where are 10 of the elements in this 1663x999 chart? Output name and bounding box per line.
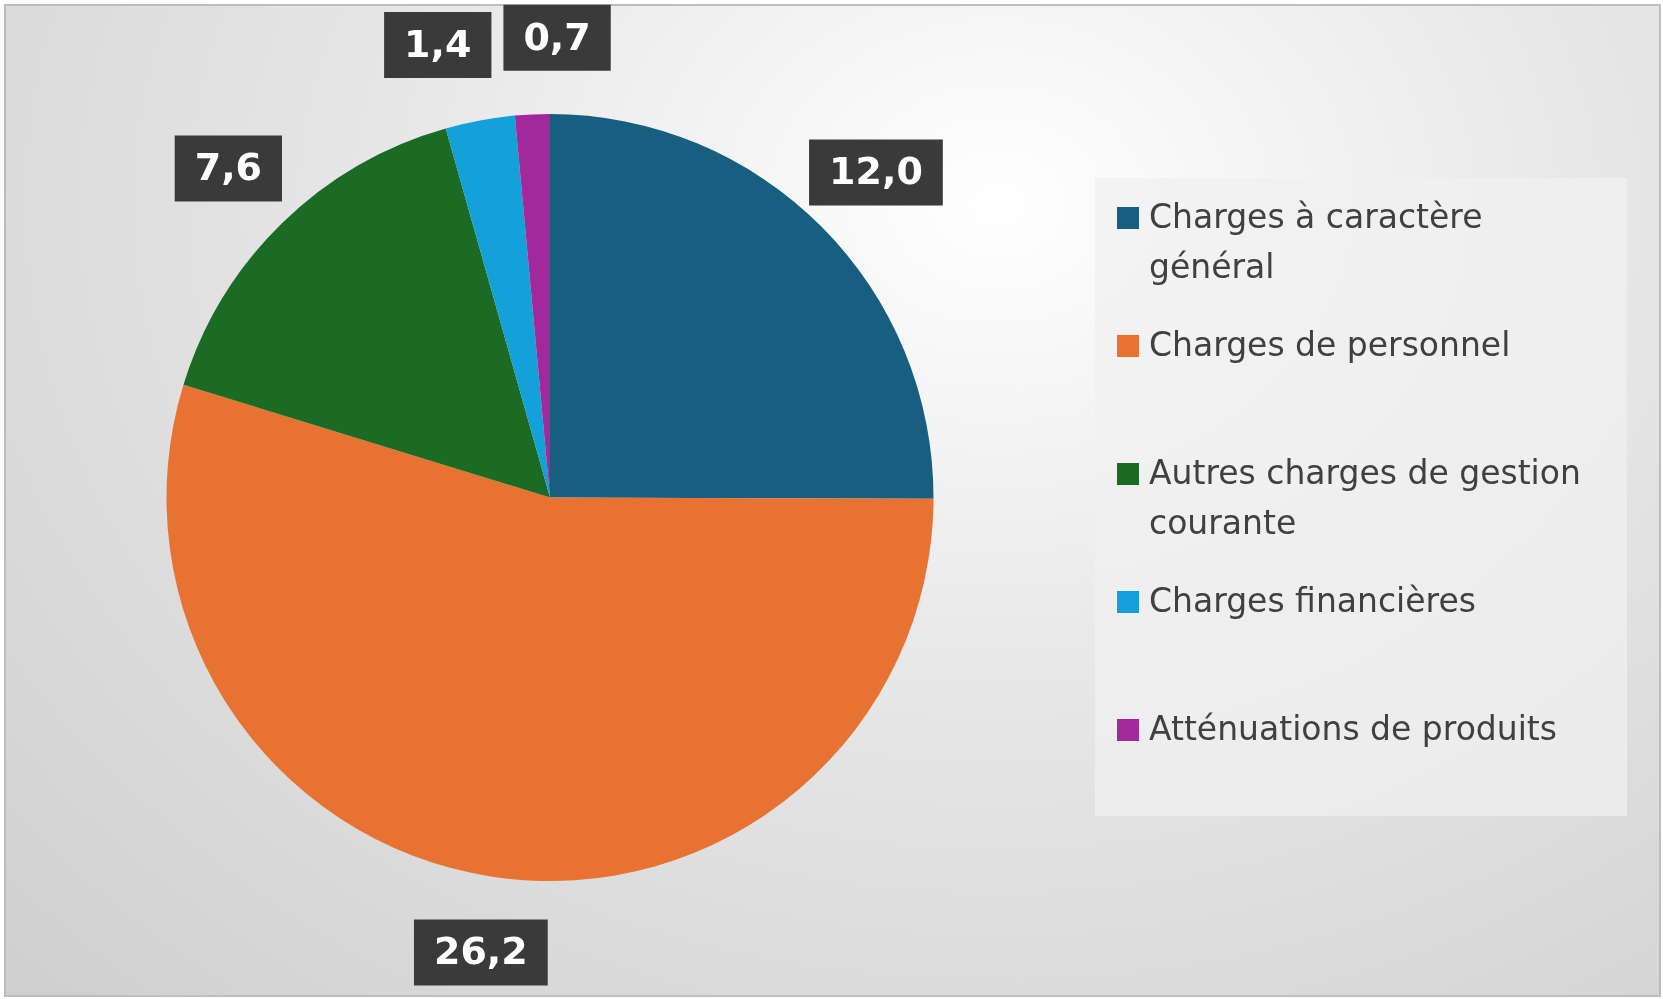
legend-label: Atténuations de produits [1149, 708, 1558, 750]
legend-label: Charges de personnel [1149, 324, 1511, 366]
data-label: 26,2 [433, 929, 528, 974]
data-label: 7,6 [194, 145, 263, 190]
legend-label: Charges financières [1149, 580, 1476, 622]
legend-label: Autres charges de gestion courante [1149, 452, 1582, 544]
legend-label: Charges à caractère général [1149, 196, 1484, 288]
data-label: 1,4 [404, 21, 472, 66]
data-label: 0,7 [523, 14, 591, 59]
data-label: 12,0 [829, 149, 923, 194]
